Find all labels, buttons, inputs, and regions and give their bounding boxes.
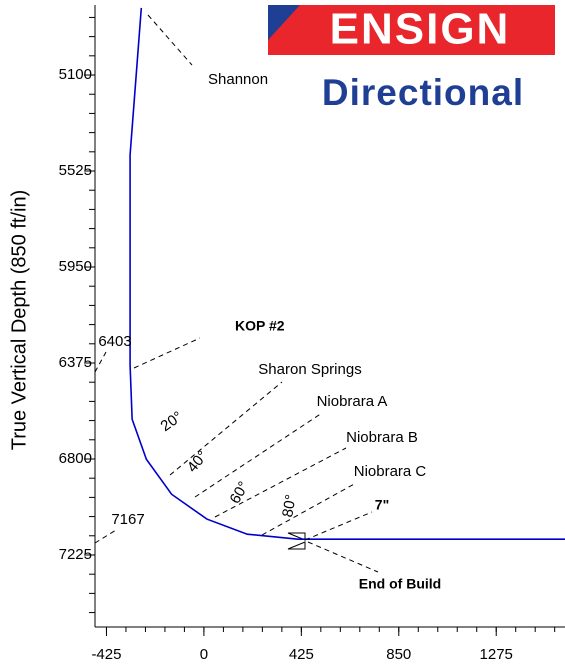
y-tick-label: 5950	[59, 258, 92, 275]
y-tick-label: 6375	[59, 354, 92, 371]
leader-line	[304, 511, 373, 541]
logo: ENSIGN Directional	[268, 5, 555, 113]
angle-label: 80°	[279, 493, 300, 518]
leader-line	[307, 541, 379, 573]
annotation: Shannon	[208, 71, 268, 88]
annotation: Niobrara C	[354, 463, 427, 480]
annotation: 6403	[98, 333, 131, 350]
casing-symbol	[287, 532, 306, 550]
logo-corner	[268, 5, 300, 40]
leader-line	[261, 482, 357, 536]
logo-box	[268, 5, 555, 55]
annotation: 7167	[111, 511, 144, 528]
x-tick-label: 1275	[480, 646, 513, 663]
leader-line	[194, 412, 323, 498]
leader-line	[147, 14, 193, 66]
casing-top	[287, 532, 306, 541]
casing-bottom	[287, 541, 306, 550]
leader-line	[94, 351, 107, 373]
x-tick-label: -425	[91, 646, 121, 663]
logo-top: ENSIGN	[330, 5, 511, 54]
annotation: End of Build	[359, 576, 441, 592]
annotation: KOP #2	[235, 318, 285, 334]
leader-line	[94, 529, 117, 544]
angle-label: 60°	[227, 479, 253, 507]
leader-line	[169, 381, 283, 476]
leader-line	[133, 337, 201, 369]
x-tick-label: 850	[386, 646, 411, 663]
logo-bottom: Directional	[322, 72, 524, 113]
y-tick-label: 5100	[59, 66, 92, 83]
y-axis-label: True Vertical Depth (850 ft/in)	[8, 190, 30, 451]
annotation: Sharon Springs	[258, 361, 361, 378]
angle-label: 20°	[158, 408, 186, 435]
annotation: 7"	[375, 497, 389, 513]
annotation: Niobrara A	[317, 393, 388, 410]
x-tick-label: 425	[289, 646, 314, 663]
annotation: Niobrara B	[346, 429, 418, 446]
leader-line	[214, 447, 347, 518]
y-tick-label: 5525	[59, 162, 92, 179]
well-path	[129, 7, 565, 540]
y-tick-label: 7225	[59, 546, 92, 563]
angle-label: 40°	[184, 448, 212, 476]
y-tick-label: 6800	[59, 450, 92, 467]
x-tick-label: 0	[200, 646, 208, 663]
